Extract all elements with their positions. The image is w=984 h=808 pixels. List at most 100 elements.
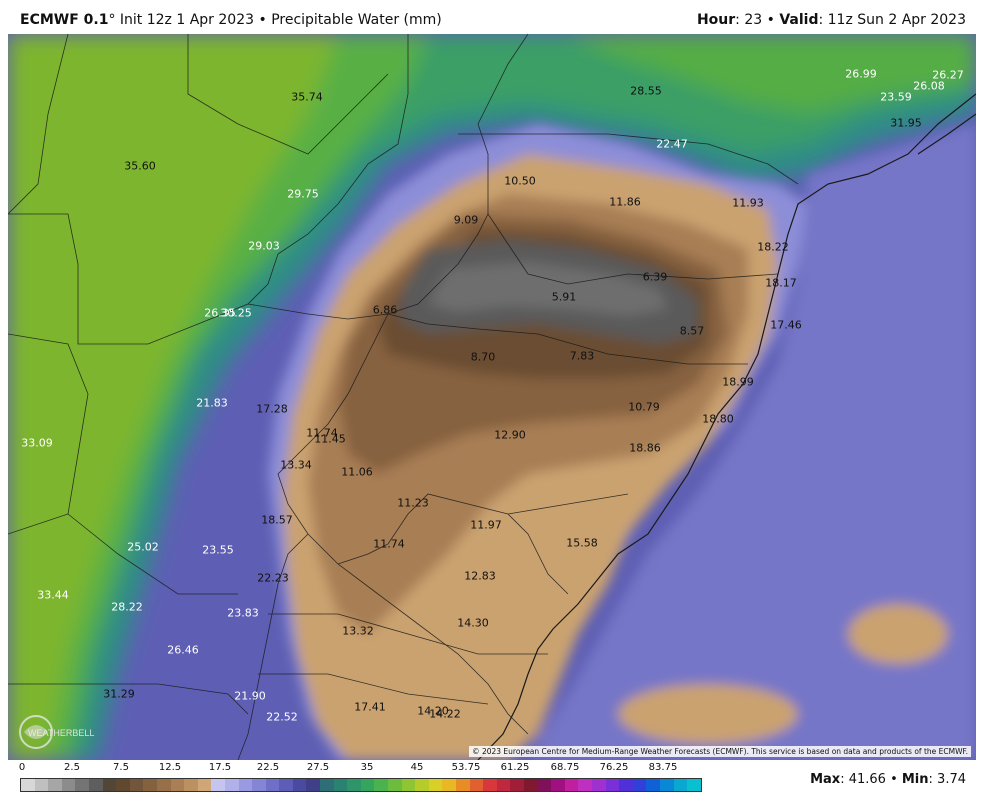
legend-swatch xyxy=(75,779,89,791)
map-value-label: 23.55 xyxy=(202,543,234,557)
map-value-label: 26.35 xyxy=(204,306,236,320)
legend-swatch xyxy=(510,779,524,791)
map-value-label: 17.28 xyxy=(256,402,288,416)
legend-tick: 53.75 xyxy=(451,762,481,773)
legend-swatch xyxy=(238,779,253,791)
map-value-label: 25.02 xyxy=(127,540,159,554)
legend-swatch xyxy=(551,779,565,791)
legend-swatch xyxy=(265,779,280,791)
map-value-label: 13.34 xyxy=(280,458,312,472)
map-value-label: 14.22 xyxy=(429,707,461,721)
legend-swatch xyxy=(374,779,389,791)
max-value: : 41.66 xyxy=(840,772,886,787)
legend-swatch xyxy=(564,779,579,791)
map-value-label: 6.86 xyxy=(372,303,398,317)
legend-tick: 61.25 xyxy=(500,762,530,773)
legend-swatch xyxy=(483,779,497,791)
legend-tick: 35 xyxy=(360,762,374,773)
legend-swatch xyxy=(116,779,130,791)
coastline xyxy=(477,93,976,760)
legend-swatch xyxy=(129,779,144,791)
map-value-label: 23.83 xyxy=(227,606,259,620)
legend-swatch xyxy=(211,779,225,791)
legend-swatch xyxy=(333,779,348,791)
map-value-label: 15.58 xyxy=(566,536,598,550)
legend-tick: 17.5 xyxy=(208,762,232,773)
legend-tick: 45 xyxy=(410,762,424,773)
map-value-label: 14.30 xyxy=(457,616,489,630)
legend-swatch xyxy=(360,779,375,791)
map-value-label: 23.59 xyxy=(880,90,912,104)
map-value-label: 8.70 xyxy=(470,350,496,364)
legend-swatch xyxy=(21,779,35,791)
legend-swatch xyxy=(442,779,456,791)
map-value-label: 10.79 xyxy=(628,400,660,414)
map-value-label: 18.17 xyxy=(765,276,797,290)
legend-swatch xyxy=(279,779,293,791)
legend-swatch xyxy=(415,779,429,791)
legend-swatch xyxy=(252,779,266,791)
weatherbell-logo: WEATHERBELL xyxy=(14,710,106,754)
map-value-label: 18.99 xyxy=(722,375,754,389)
map-value-label: 26.46 xyxy=(167,643,199,657)
hour-value: : 23 xyxy=(735,12,763,28)
precipitable-water-map: 35.74 28.55 26.99 26.27 26.08 23.59 31.9… xyxy=(8,34,976,760)
map-value-label: 33.09 xyxy=(21,436,53,450)
legend-swatch xyxy=(537,779,552,791)
valid-value: : 11z Sun 2 Apr 2023 xyxy=(818,12,966,28)
map-value-label: 11.23 xyxy=(397,496,429,510)
map-value-label: 8.57 xyxy=(679,324,705,338)
map-value-label: 26.08 xyxy=(913,79,945,93)
valid-label: Valid xyxy=(779,12,819,28)
legend-swatch xyxy=(591,779,606,791)
legend-swatch xyxy=(34,779,49,791)
legend-swatch xyxy=(578,779,592,791)
min-value: : 3.74 xyxy=(928,772,966,787)
map-value-label: 30.25 xyxy=(220,306,252,320)
map-value-label: 9.09 xyxy=(453,213,479,227)
legend-swatch xyxy=(88,779,103,791)
legend-swatch xyxy=(687,779,701,791)
map-value-label: 22.52 xyxy=(266,710,298,724)
map-value-label: 18.86 xyxy=(629,441,661,455)
map-value-label: 33.44 xyxy=(37,588,69,602)
map-value-label: 31.95 xyxy=(890,116,922,130)
map-title: ECMWF 0.1° Init 12z 1 Apr 2023 • Precipi… xyxy=(20,12,442,28)
map-value-label: 35.60 xyxy=(124,159,156,173)
legend-swatch xyxy=(619,779,633,791)
map-value-label: 10.50 xyxy=(504,174,536,188)
degree-mark: ° xyxy=(108,12,116,28)
header-bar: ECMWF 0.1° Init 12z 1 Apr 2023 • Precipi… xyxy=(0,0,984,34)
title-separator: • xyxy=(254,12,272,28)
map-value-label: 29.75 xyxy=(287,187,319,201)
copyright-notice: © 2023 European Centre for Medium-Range … xyxy=(469,746,971,757)
max-min-stats: Max: 41.66 • Min: 3.74 xyxy=(810,772,966,787)
map-value-label: 11.74 xyxy=(306,426,338,440)
map-value-label: 14.20 xyxy=(417,704,449,718)
map-value-label: 18.57 xyxy=(261,513,293,527)
legend-swatch xyxy=(292,779,307,791)
weatherbell-logo-mark: WEATHERBELL xyxy=(19,715,94,749)
legend-color-bar xyxy=(20,778,702,792)
map-value-label: 26.27 xyxy=(932,68,964,82)
legend-tick: 2.5 xyxy=(64,762,80,773)
map-value-label: 5.91 xyxy=(551,290,577,304)
map-value-label: 18.80 xyxy=(702,412,734,426)
legend-swatch xyxy=(48,779,62,791)
legend-swatch xyxy=(632,779,647,791)
legend-swatch xyxy=(347,779,361,791)
map-value-label: 6.39 xyxy=(642,270,668,284)
model-name: ECMWF 0.1 xyxy=(20,12,109,28)
stats-separator: • xyxy=(885,772,902,787)
legend-tick: 27.5 xyxy=(306,762,330,773)
legend-swatch xyxy=(659,779,674,791)
legend-swatch xyxy=(428,779,443,791)
map-value-label: 11.93 xyxy=(732,196,764,210)
legend-tick: 83.75 xyxy=(648,762,678,773)
boundary-lines xyxy=(8,34,799,760)
color-scale-legend: 0 2.5 7.5 12.5 17.5 22.5 27.5 35 45 53.7… xyxy=(19,762,702,796)
legend-swatch xyxy=(170,779,185,791)
map-value-label: 21.83 xyxy=(196,396,228,410)
map-value-label: 12.90 xyxy=(494,428,526,442)
map-value-label: 11.97 xyxy=(470,518,502,532)
